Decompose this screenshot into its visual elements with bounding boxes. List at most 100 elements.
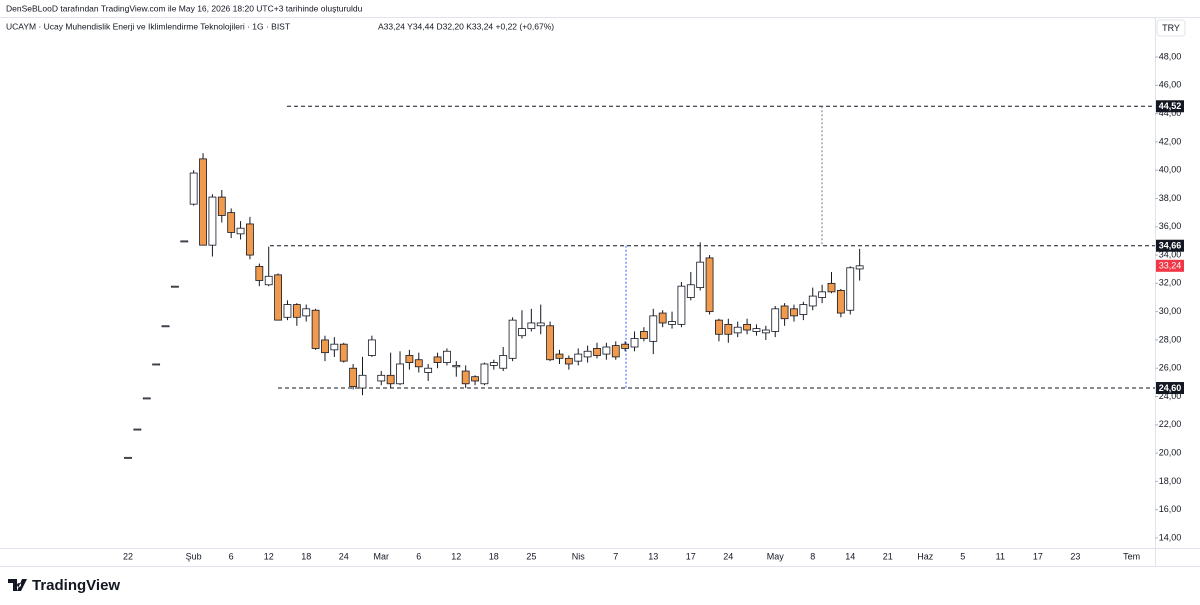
- candle: [555, 349, 564, 364]
- y-tick-label: 32,00: [1159, 278, 1182, 288]
- candle: [743, 318, 751, 335]
- candle-body: [640, 331, 648, 339]
- candle: [715, 318, 723, 342]
- candle-body: [133, 428, 142, 431]
- x-tick-label: 6: [416, 551, 421, 561]
- candle-body: [330, 343, 339, 351]
- ohlc-readout: A33,24 Y34,44 D32,20 K33,24 +0,22 (+0,67…: [378, 21, 554, 31]
- candle: [705, 255, 714, 315]
- candle-body: [668, 321, 676, 325]
- logo: TradingView: [8, 577, 120, 594]
- candle-body: [855, 265, 864, 270]
- candle: [321, 335, 329, 362]
- candle: [199, 153, 207, 246]
- candle-body: [255, 265, 264, 281]
- candle: [142, 397, 151, 400]
- y-tick-label: 20,00: [1159, 447, 1182, 457]
- y-tick-label: 30,00: [1159, 306, 1182, 316]
- candle: [433, 352, 442, 369]
- x-tick-label: Haz: [917, 551, 934, 561]
- candle: [761, 325, 770, 340]
- candle-body: [443, 350, 451, 363]
- candle: [461, 365, 470, 389]
- candle-body: [780, 305, 789, 320]
- candle: [527, 308, 536, 332]
- candle-body: [724, 323, 733, 335]
- candle: [574, 348, 583, 366]
- y-tick-label: 42,00: [1159, 136, 1182, 146]
- y-tick-label: 24,00: [1159, 391, 1182, 401]
- candle: [846, 266, 855, 315]
- y-tick-label: 28,00: [1159, 334, 1182, 344]
- candle-body: [508, 319, 517, 359]
- x-tick-label: 5: [960, 551, 965, 561]
- candle-body: [386, 374, 395, 385]
- candle-body: [602, 346, 611, 355]
- candle: [808, 287, 817, 311]
- candle-body: [433, 356, 442, 363]
- x-tick-label: 21: [883, 551, 893, 561]
- candle-body: [227, 212, 236, 233]
- candle-body: [321, 339, 329, 354]
- candle-body: [274, 274, 282, 321]
- y-tick-label: 40,00: [1159, 165, 1182, 175]
- candle: [649, 308, 658, 355]
- candle: [208, 194, 217, 257]
- candle-body: [790, 308, 798, 317]
- x-tick-label: 25: [526, 551, 536, 561]
- currency-button[interactable]: [1156, 19, 1186, 37]
- candle-body: [752, 328, 761, 332]
- x-tick-label: Mar: [374, 551, 390, 561]
- candle-body: [574, 353, 583, 362]
- candle-body: [246, 223, 254, 256]
- candle: [686, 272, 695, 301]
- candle-body: [799, 304, 808, 315]
- candle: [752, 324, 761, 336]
- level-box: [1156, 239, 1184, 252]
- candle-body: [161, 325, 170, 328]
- y-tick-label: 16,00: [1159, 504, 1182, 514]
- candle: [283, 300, 292, 321]
- candle: [855, 248, 864, 281]
- x-tick-label: Şub: [186, 551, 202, 561]
- candle-body: [499, 355, 508, 369]
- candle: [358, 356, 367, 396]
- candle: [246, 216, 254, 260]
- candle-body: [189, 172, 198, 205]
- candle-body: [771, 308, 780, 332]
- x-tick-label: 13: [648, 551, 658, 561]
- candle-body: [686, 284, 695, 298]
- candle: [677, 281, 686, 328]
- y-tick-label: 38,00: [1159, 193, 1182, 203]
- candle: [480, 362, 489, 386]
- candle-body: [846, 267, 855, 311]
- candle: [349, 363, 358, 390]
- candle: [339, 342, 348, 363]
- candle-body: [124, 456, 132, 459]
- candle-body: [152, 363, 161, 366]
- x-tick-label: Nis: [572, 551, 585, 561]
- candle: [292, 303, 301, 326]
- candle: [508, 317, 517, 362]
- x-tick-label: 8: [810, 551, 815, 561]
- price-label: 33,24: [1159, 261, 1182, 271]
- candle: [377, 371, 386, 386]
- level-box: [1156, 382, 1184, 395]
- candle: [302, 304, 311, 322]
- candle: [189, 170, 198, 206]
- candle-body: [518, 328, 526, 337]
- candle-body: [142, 397, 151, 400]
- candle-body: [283, 304, 292, 318]
- x-tick-label: 11: [996, 551, 1005, 561]
- currency-label[interactable]: TRY: [1162, 23, 1180, 33]
- candle-body: [396, 363, 404, 385]
- candle-body: [367, 339, 376, 356]
- attribution: DenSeBLooD tarafından TradingView.com il…: [6, 3, 363, 13]
- candle: [836, 289, 845, 318]
- candle-body: [527, 322, 536, 330]
- candle-body: [461, 370, 470, 385]
- level-label: 24,60: [1159, 383, 1182, 393]
- candle: [180, 240, 189, 243]
- candle: [658, 310, 667, 328]
- x-tick-label: 17: [1033, 551, 1043, 561]
